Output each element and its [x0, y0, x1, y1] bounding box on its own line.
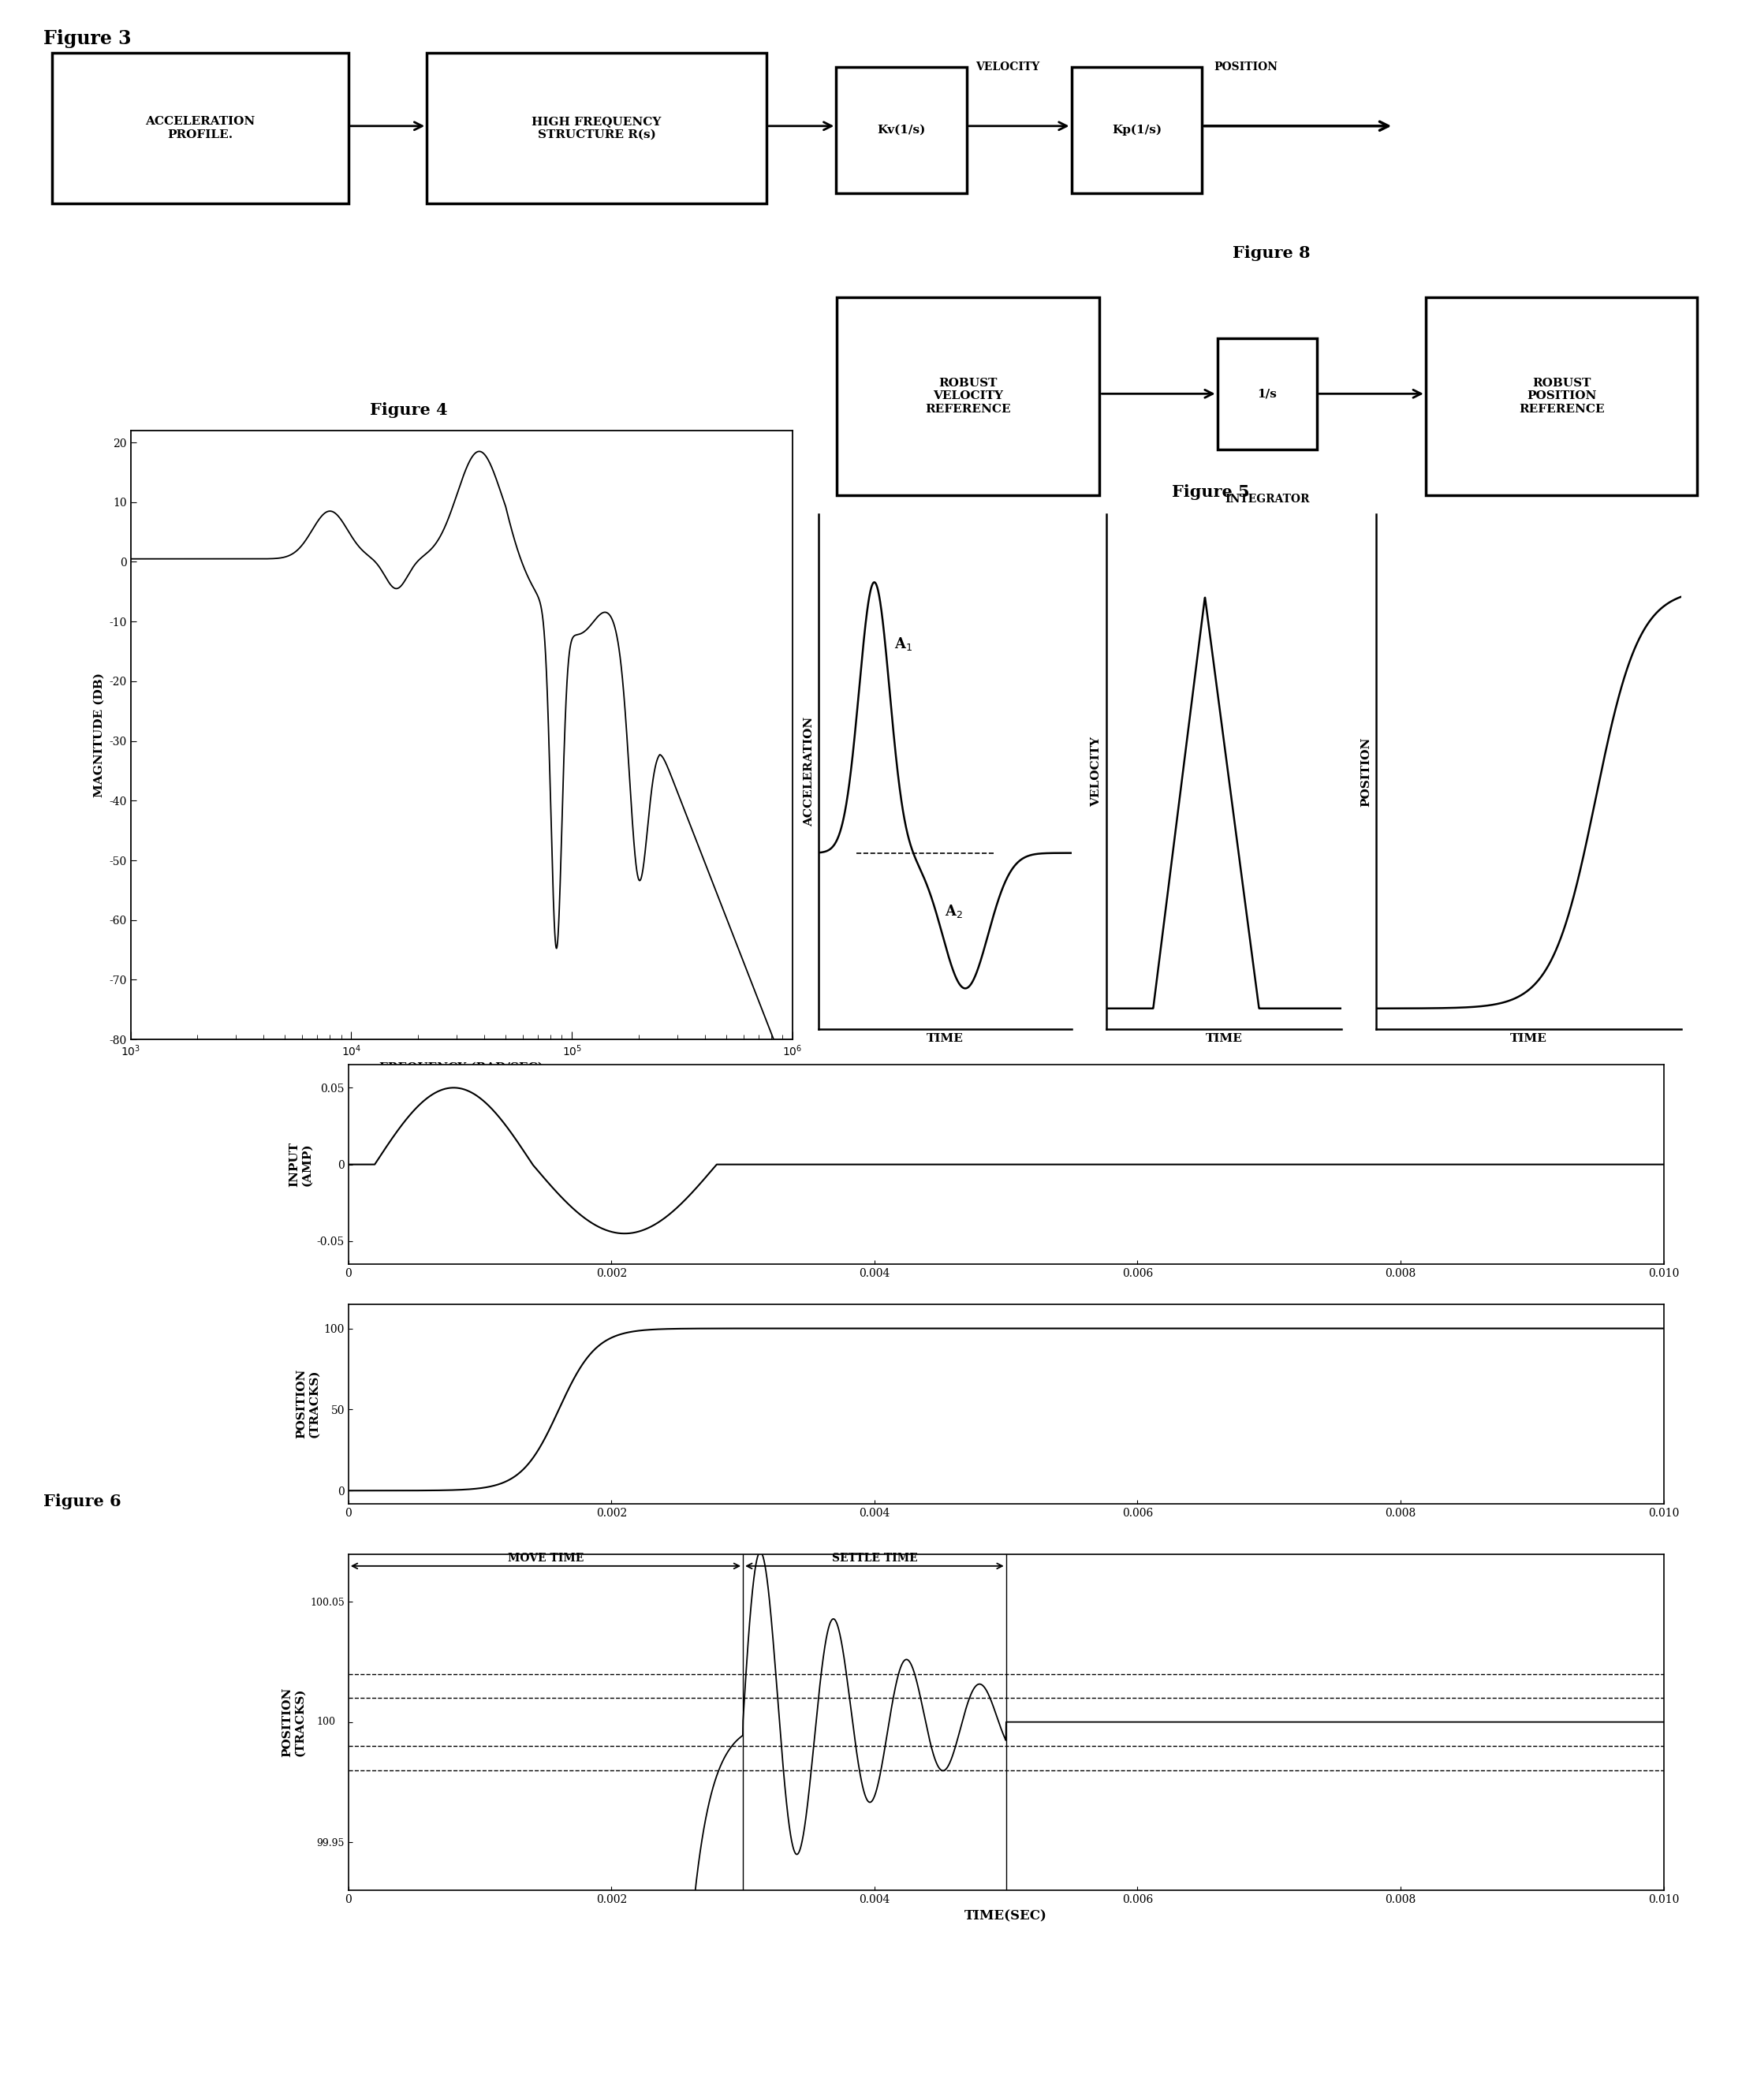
- Text: Kv(1/s): Kv(1/s): [878, 124, 925, 136]
- Y-axis label: ACCELERATION: ACCELERATION: [803, 716, 814, 827]
- Y-axis label: POSITION: POSITION: [1361, 737, 1371, 806]
- Text: MOVE TIME: MOVE TIME: [507, 1552, 584, 1564]
- Text: POSITION: POSITION: [1214, 61, 1279, 74]
- Text: Figure 8: Figure 8: [1233, 246, 1310, 260]
- FancyBboxPatch shape: [1218, 338, 1317, 449]
- Text: Kp(1/s): Kp(1/s): [1111, 124, 1162, 136]
- Text: ROBUST
VELOCITY
REFERENCE: ROBUST VELOCITY REFERENCE: [925, 378, 1010, 414]
- X-axis label: TIME(SEC): TIME(SEC): [965, 1909, 1047, 1924]
- X-axis label: TIME: TIME: [1510, 1033, 1547, 1044]
- Text: ACCELERATION
PROFILE.: ACCELERATION PROFILE.: [145, 116, 256, 141]
- Y-axis label: POSITION
(TRACKS): POSITION (TRACKS): [296, 1369, 319, 1439]
- X-axis label: TIME: TIME: [927, 1033, 963, 1044]
- Y-axis label: VELOCITY: VELOCITY: [1090, 737, 1101, 806]
- Text: Figure 5: Figure 5: [1172, 483, 1249, 500]
- Text: Figure 3: Figure 3: [44, 29, 131, 48]
- FancyBboxPatch shape: [1425, 296, 1697, 496]
- Text: HIGH FREQUENCY
STRUCTURE R(s): HIGH FREQUENCY STRUCTURE R(s): [531, 116, 662, 141]
- Text: ROBUST
POSITION
REFERENCE: ROBUST POSITION REFERENCE: [1519, 378, 1604, 414]
- Text: INTEGRATOR: INTEGRATOR: [1225, 493, 1310, 504]
- FancyBboxPatch shape: [836, 296, 1099, 496]
- Text: 100: 100: [317, 1718, 334, 1726]
- Text: 1/s: 1/s: [1258, 388, 1277, 399]
- Y-axis label: MAGNITUDE (DB): MAGNITUDE (DB): [94, 672, 105, 798]
- Text: Figure 4: Figure 4: [369, 403, 448, 418]
- FancyBboxPatch shape: [1071, 67, 1202, 193]
- FancyBboxPatch shape: [52, 52, 348, 204]
- Text: A$_2$: A$_2$: [946, 903, 963, 920]
- FancyBboxPatch shape: [427, 52, 766, 204]
- X-axis label: TIME: TIME: [1205, 1033, 1242, 1044]
- Text: Figure 6: Figure 6: [44, 1493, 122, 1510]
- Y-axis label: INPUT
(AMP): INPUT (AMP): [289, 1142, 312, 1186]
- Text: A$_1$: A$_1$: [895, 636, 913, 653]
- FancyBboxPatch shape: [836, 67, 967, 193]
- Y-axis label: POSITION
(TRACKS): POSITION (TRACKS): [282, 1686, 305, 1758]
- Text: SETTLE TIME: SETTLE TIME: [831, 1552, 918, 1564]
- Text: VELOCITY: VELOCITY: [976, 61, 1040, 74]
- X-axis label: FREQUENCY (RAD/SEC): FREQUENCY (RAD/SEC): [380, 1063, 544, 1073]
